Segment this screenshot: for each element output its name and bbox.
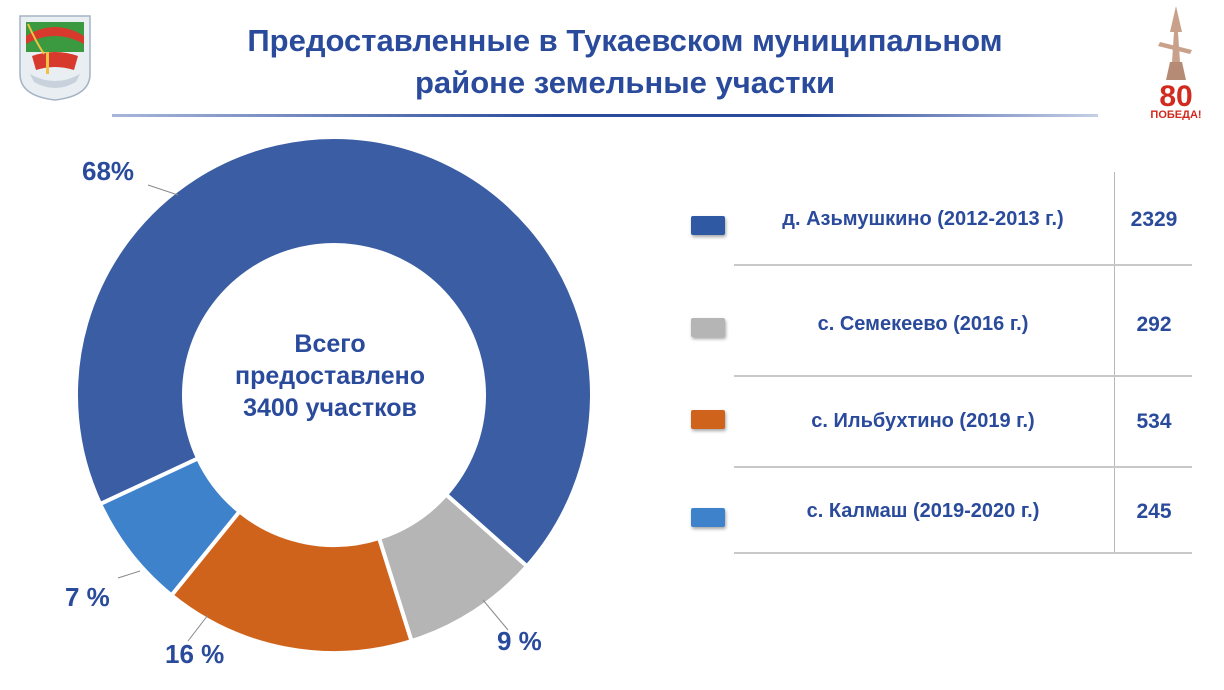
donut-slice-kalmash <box>97 455 243 599</box>
table-row-name-kalmash: с. Калмаш (2019-2020 г.) <box>806 500 1040 522</box>
victory-80-caption: ПОБЕДА! <box>1150 109 1201 120</box>
table-row-name-semekeevo: с. Семекеево (2016 г.) <box>817 313 1029 335</box>
percent-label-semekeevo: 9 % <box>497 626 542 656</box>
legend-swatch-azmushkino <box>691 216 725 235</box>
title-line-2: районе земельные участки <box>414 65 836 100</box>
table-row-value-kalmash: 245 <box>1136 500 1172 523</box>
table-row-divider <box>734 552 1192 554</box>
page-title: Предоставленные в Тукаевском муниципальн… <box>140 20 1110 104</box>
table-row-value-azmushkino: 2329 <box>1130 208 1178 231</box>
legend-swatch-semekeevo <box>691 318 725 337</box>
table-row-name-ilbukhtino: с. Ильбухтино (2019 г.) <box>811 410 1035 432</box>
donut-chart <box>74 135 594 655</box>
title-divider <box>112 114 1098 117</box>
center-label-line-3: 3400 участков <box>243 394 417 422</box>
table-divider-vertical <box>1114 264 1115 554</box>
table-row-divider <box>734 264 1192 266</box>
table-row-value-ilbukhtino: 534 <box>1136 410 1172 433</box>
table-row-divider <box>734 375 1192 377</box>
percent-label-kalmash: 7 % <box>65 582 110 612</box>
percent-label-azmushkino: 68% <box>82 156 135 186</box>
victory-80-number: 80 <box>1159 80 1192 113</box>
tukaevsky-coat-of-arms-icon <box>19 15 91 101</box>
leader-line-azmushkino <box>147 184 179 196</box>
title-line-1: Предоставленные в Тукаевском муниципальн… <box>247 23 1003 58</box>
donut-slice-azmushkino <box>74 135 594 570</box>
legend-swatch-kalmash <box>691 508 725 527</box>
legend-swatch-ilbukhtino <box>691 410 725 429</box>
leader-line-semekeevo <box>482 599 509 631</box>
donut-slice-ilbukhtino <box>168 508 415 655</box>
center-label-line-2: предоставлено <box>234 362 425 390</box>
table-row-name-azmushkino: д. Азьмушкино (2012-2013 г.) <box>782 208 1064 230</box>
leader-line-ilbukhtino <box>187 614 209 642</box>
leader-line-kalmash <box>117 570 141 579</box>
percent-label-ilbukhtino: 16 % <box>165 639 225 669</box>
donut-center-label: Всего предоставлено 3400 участков <box>210 328 450 424</box>
table-row-divider <box>734 466 1192 468</box>
victory-80-logo-icon: 80 ПОБЕДА! <box>1150 6 1202 120</box>
table-row-value-semekeevo: 292 <box>1136 313 1172 336</box>
center-label-line-1: Всего <box>294 330 366 358</box>
table-divider-vertical-top <box>1114 172 1115 264</box>
